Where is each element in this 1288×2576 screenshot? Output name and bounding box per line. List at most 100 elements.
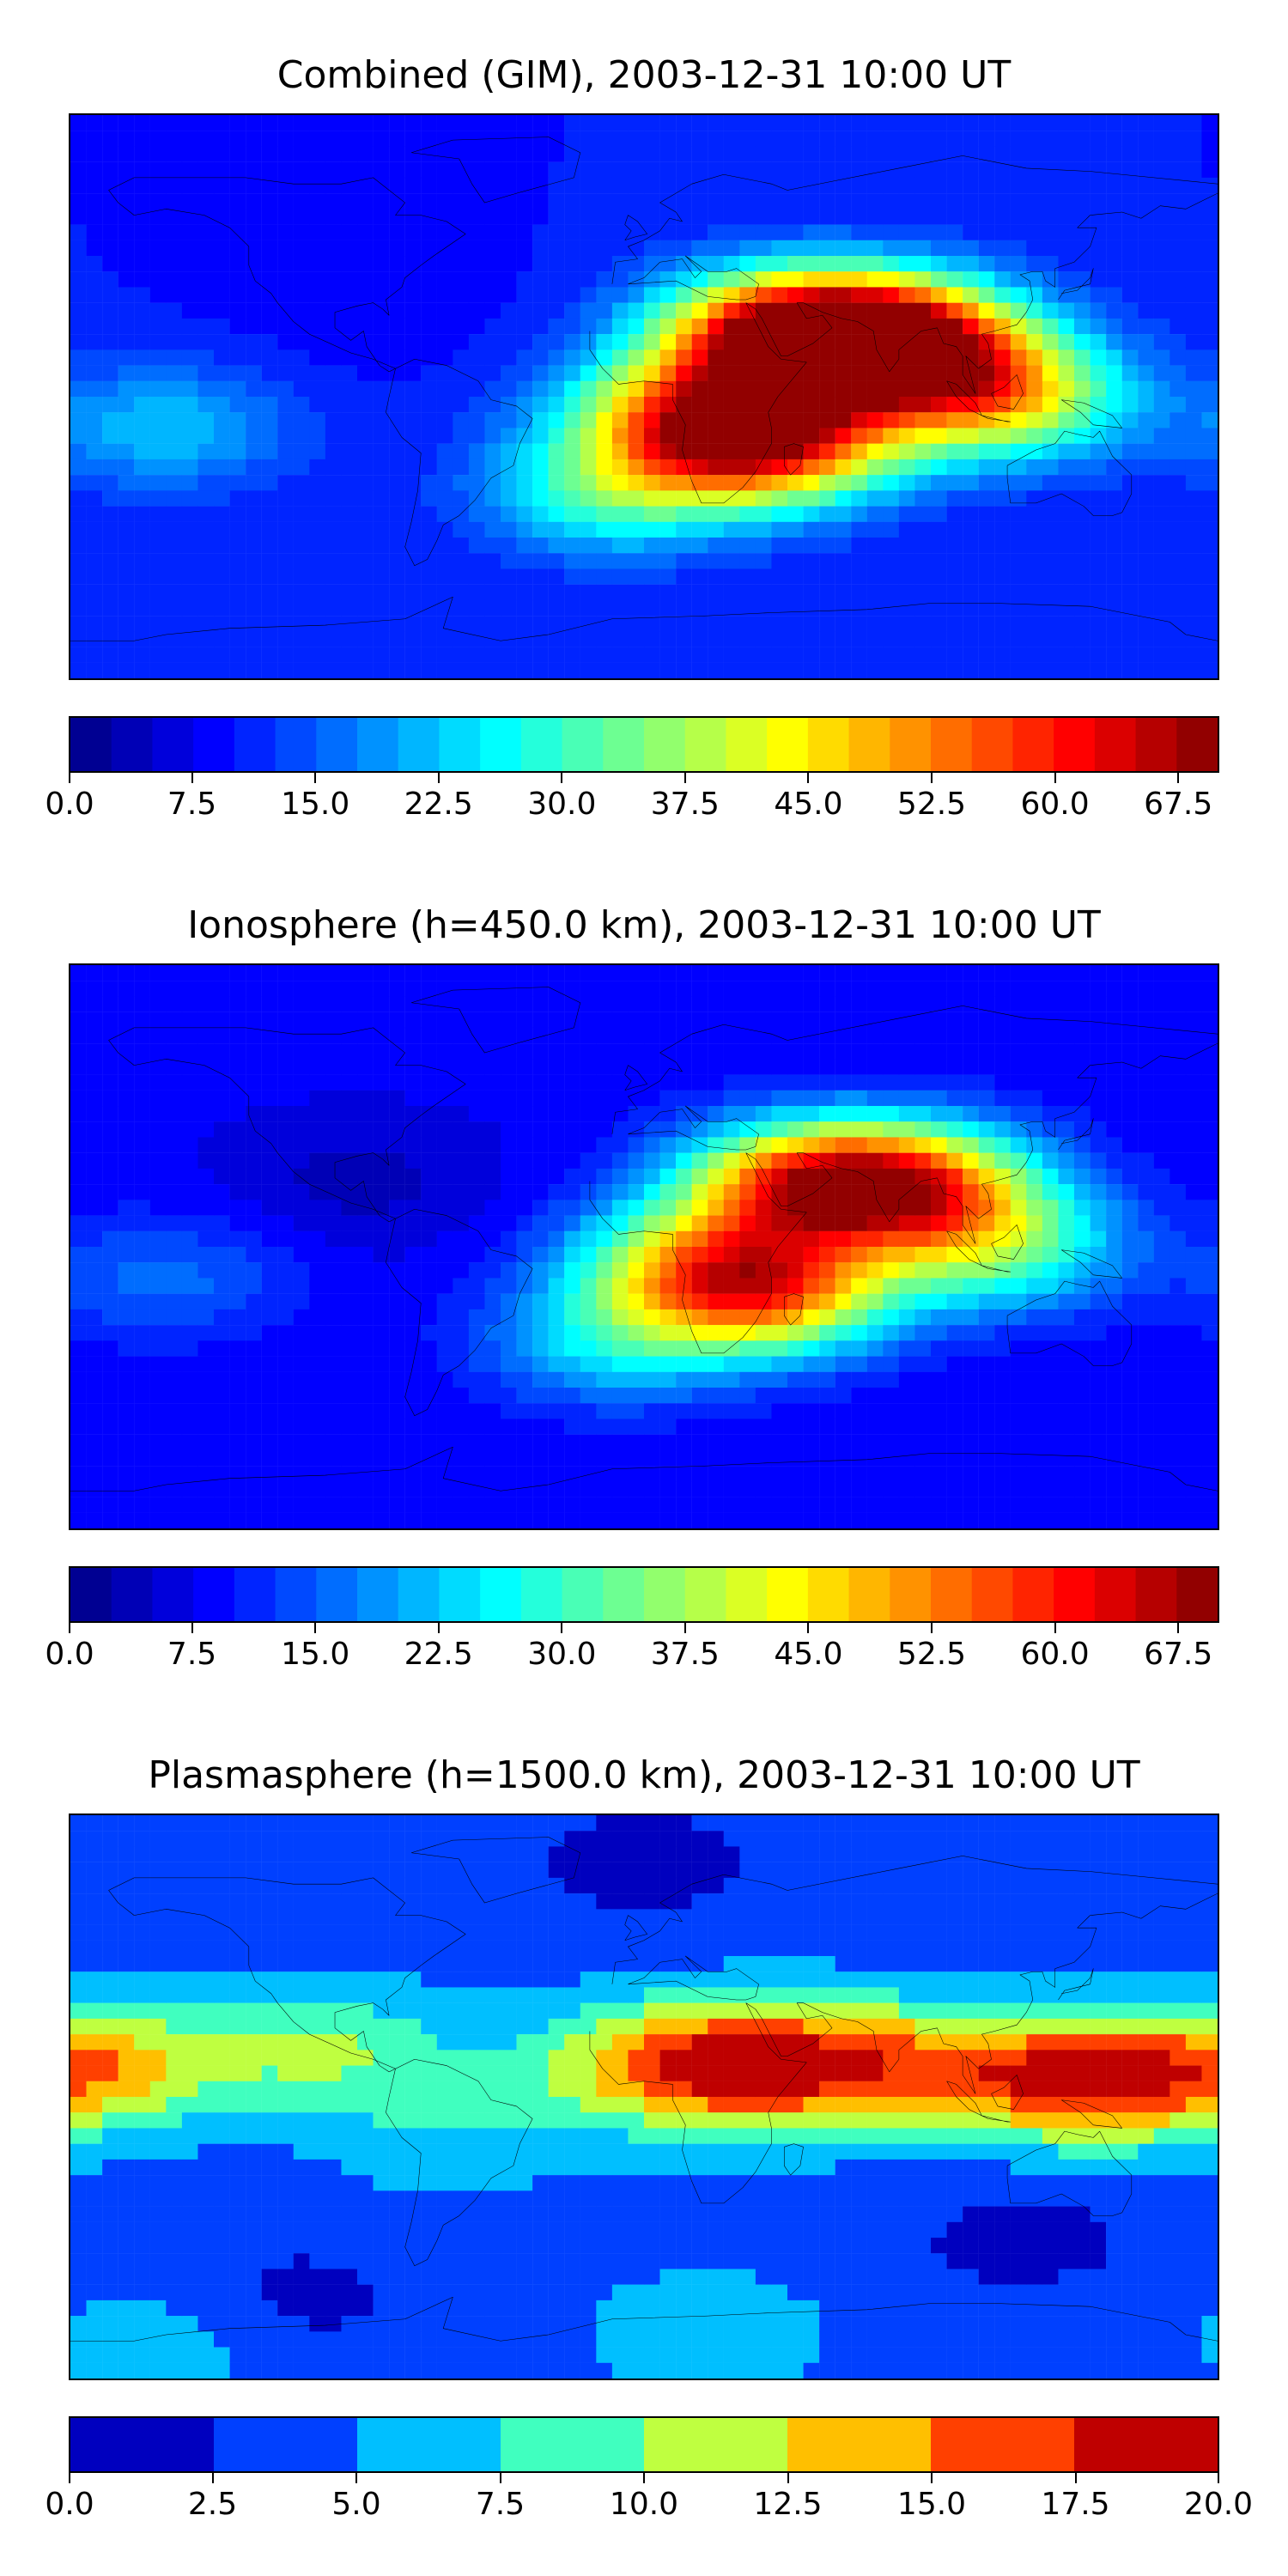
field-cell <box>946 1481 963 1498</box>
field-cell <box>723 1512 740 1528</box>
field-cell <box>118 1388 135 1404</box>
field-cell <box>229 1262 246 1279</box>
field-cell <box>532 996 549 1012</box>
field-cell <box>373 397 390 413</box>
field-cell <box>309 1403 326 1419</box>
field-cell <box>134 1293 150 1310</box>
field-cell <box>261 1121 278 1138</box>
field-cell <box>118 302 135 319</box>
field-cell <box>708 1371 724 1388</box>
field-cell <box>819 996 835 1012</box>
field-cell <box>803 318 820 335</box>
field-cell <box>70 1090 87 1107</box>
field-cell <box>1170 412 1187 428</box>
field-cell <box>214 996 230 1012</box>
field-cell <box>548 616 565 632</box>
field-cell <box>803 365 820 381</box>
field-cell <box>644 1230 660 1248</box>
field-cell <box>739 1278 756 1294</box>
field-cell <box>436 647 453 663</box>
field-cell <box>739 177 756 194</box>
field-cell <box>676 981 692 997</box>
field-cell <box>261 965 278 981</box>
field-cell <box>978 1230 995 1248</box>
field-cell <box>914 193 932 210</box>
field-cell <box>1074 599 1091 617</box>
field-cell <box>978 599 995 617</box>
field-cell <box>453 475 470 491</box>
field-cell <box>691 115 708 131</box>
field-cell <box>994 240 1011 257</box>
field-cell <box>931 1449 947 1467</box>
field-cell <box>86 131 103 147</box>
field-cell <box>229 271 246 288</box>
field-cell <box>1010 161 1027 179</box>
field-cell <box>357 965 374 981</box>
field-cell <box>548 224 565 240</box>
field-cell <box>580 209 597 225</box>
field-cell <box>532 412 549 428</box>
field-cell <box>341 1481 358 1498</box>
field-cell <box>659 1230 677 1248</box>
field-cell <box>484 1371 501 1388</box>
field-cell <box>676 318 692 335</box>
field-cell <box>70 599 87 617</box>
field-cell <box>931 1168 947 1185</box>
field-cell <box>453 428 470 444</box>
field-cell <box>963 161 979 179</box>
field-cell <box>644 318 660 335</box>
field-cell <box>994 1466 1011 1482</box>
field-cell <box>1026 412 1043 428</box>
field-cell <box>516 131 533 147</box>
field-cell <box>404 1371 422 1388</box>
field-cell <box>501 412 517 428</box>
field-cell <box>357 240 374 257</box>
field-cell <box>611 224 629 240</box>
field-cell <box>102 209 118 225</box>
field-cell <box>1058 1278 1075 1294</box>
field-cell <box>691 996 708 1012</box>
field-cell <box>1042 1137 1059 1153</box>
field-cell <box>214 318 230 335</box>
field-cell <box>197 1325 215 1341</box>
field-cell <box>468 209 485 225</box>
field-cell <box>771 1168 788 1185</box>
field-cell <box>181 1074 198 1091</box>
field-cell <box>325 965 342 981</box>
field-cell <box>166 131 183 147</box>
field-cell <box>261 1012 278 1029</box>
field-cell <box>86 1215 103 1231</box>
field-cell <box>787 506 804 522</box>
field-cell <box>596 1356 613 1372</box>
field-cell <box>214 334 230 350</box>
field-cell <box>787 1012 804 1029</box>
field-cell <box>596 302 613 319</box>
field-cell <box>611 380 629 398</box>
field-cell <box>835 459 852 476</box>
field-cell <box>914 256 932 272</box>
field-cell <box>723 965 740 981</box>
field-cell <box>118 1074 135 1091</box>
field-cell <box>1153 302 1170 319</box>
field-cell <box>421 1215 437 1231</box>
field-cell <box>277 1137 294 1153</box>
field-cell <box>149 1434 167 1451</box>
field-cell <box>1153 428 1170 444</box>
field-cell <box>771 475 788 491</box>
field-cell <box>708 1325 724 1341</box>
field-cell <box>293 568 310 585</box>
field-cell <box>214 1309 230 1326</box>
field-cell <box>309 1325 326 1341</box>
colorbar-swatch <box>193 718 235 771</box>
field-cell <box>421 1512 437 1528</box>
field-cell <box>532 302 549 319</box>
field-cell <box>516 1230 533 1248</box>
field-cell <box>325 1230 342 1248</box>
field-cell <box>708 1481 724 1498</box>
field-cell <box>803 1137 820 1153</box>
field-cell <box>389 965 405 981</box>
field-cell <box>1074 584 1091 601</box>
field-cell <box>1138 318 1154 335</box>
field-cell <box>421 334 437 350</box>
field-cell <box>484 616 501 632</box>
